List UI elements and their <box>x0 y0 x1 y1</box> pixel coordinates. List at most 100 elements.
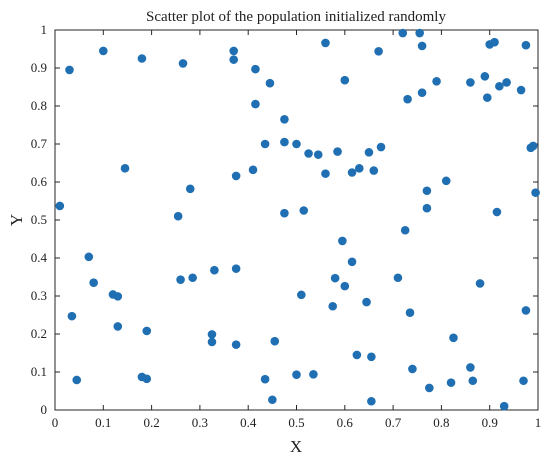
x-tick-label: 0.6 <box>337 415 354 430</box>
scatter-point <box>492 207 502 217</box>
scatter-point <box>231 264 241 273</box>
scatter-point <box>67 311 77 321</box>
scatter-point <box>113 292 123 301</box>
scatter-point <box>398 28 408 38</box>
y-tick-label: 0.3 <box>31 288 47 303</box>
scatter-point <box>251 64 260 74</box>
scatter-point <box>502 78 511 87</box>
scatter-point <box>142 374 152 384</box>
scatter-point <box>176 275 185 284</box>
scatter-point <box>309 369 318 379</box>
scatter-point <box>207 330 217 339</box>
x-tick-label: 0.7 <box>385 415 402 430</box>
x-tick-label: 0 <box>52 415 59 430</box>
scatter-point <box>173 211 183 221</box>
scatter-point <box>304 149 313 158</box>
scatter-point <box>531 188 540 197</box>
scatter-point <box>516 85 526 95</box>
scatter-point <box>340 75 350 85</box>
scatter-point <box>280 115 289 124</box>
scatter-point <box>441 176 451 186</box>
scatter-point <box>340 281 350 291</box>
scatter-point <box>120 164 130 173</box>
scatter-point <box>333 147 342 156</box>
scatter-point <box>260 374 270 384</box>
scatter-point <box>251 99 260 109</box>
x-tick-label: 0.3 <box>192 415 208 430</box>
scatter-point <box>229 46 239 56</box>
y-tick-label: 0.6 <box>31 174 48 189</box>
scatter-point <box>313 150 323 159</box>
scatter-point <box>188 273 197 283</box>
y-tick-label: 0.5 <box>31 212 47 227</box>
scatter-point <box>466 363 475 372</box>
scatter-point <box>330 273 340 283</box>
y-axis-label: Y <box>7 214 26 226</box>
y-tick-label: 1 <box>41 22 48 37</box>
scatter-point <box>369 166 379 175</box>
scatter-point <box>417 88 427 97</box>
scatter-point <box>482 93 492 102</box>
scatter-point <box>137 54 147 63</box>
x-tick-label: 1 <box>535 415 542 430</box>
x-tick-label: 0.2 <box>143 415 159 430</box>
scatter-point <box>292 370 301 379</box>
scatter-point <box>84 252 94 262</box>
scatter-point <box>499 401 509 411</box>
y-tick-label: 0.1 <box>31 364 47 379</box>
scatter-point <box>292 139 301 149</box>
y-axis: 0 0.1 0.2 0.3 0.4 0.5 0.6 0.7 0.8 0.9 1 <box>31 22 538 417</box>
scatter-point <box>415 28 424 38</box>
scatter-point <box>422 203 432 213</box>
scatter-point <box>362 297 371 307</box>
x-tick-label: 0.5 <box>288 415 304 430</box>
scatter-point <box>468 376 478 386</box>
y-tick-label: 0.9 <box>31 60 47 75</box>
scatter-point <box>432 77 441 86</box>
scatter-point <box>425 383 434 393</box>
scatter-point <box>422 186 432 196</box>
scatter-point <box>446 378 456 387</box>
scatter-point <box>178 59 188 68</box>
scatter-point <box>229 55 239 64</box>
scatter-point <box>321 38 330 48</box>
y-tick-label: 0.2 <box>31 326 47 341</box>
scatter-point <box>403 94 412 104</box>
y-tick-label: 0.7 <box>31 136 48 151</box>
scatter-point <box>338 236 347 246</box>
scatter-point <box>72 375 82 385</box>
scatter-point <box>328 301 338 311</box>
y-tick-label: 0.8 <box>31 98 47 113</box>
x-tick-label: 0.1 <box>95 415 111 430</box>
x-axis: 0 0.1 0.2 0.3 0.4 0.5 0.6 0.7 0.8 0.9 1 <box>52 30 542 430</box>
plot-frame <box>54 29 539 411</box>
scatter-point <box>393 273 403 283</box>
scatter-point <box>449 333 458 343</box>
y-tick-label: 0 <box>41 402 48 417</box>
scatter-point <box>297 290 306 300</box>
scatter-point <box>367 352 376 362</box>
scatter-point <box>521 306 531 315</box>
scatter-point <box>231 171 241 181</box>
x-axis-label: X <box>290 437 302 456</box>
scatter-point <box>347 257 357 267</box>
scatter-point <box>408 364 417 374</box>
scatter-point <box>89 278 98 288</box>
scatter-point <box>99 46 108 56</box>
scatter-point <box>260 139 270 149</box>
scatter-point <box>519 376 528 386</box>
scatter-point <box>265 78 275 88</box>
scatter-point <box>210 265 219 275</box>
scatter-point <box>270 336 280 346</box>
scatter-point <box>475 279 485 288</box>
scatter-point <box>528 141 538 151</box>
scatter-point <box>185 184 195 194</box>
scatter-point <box>400 225 410 235</box>
scatter-point <box>207 337 217 347</box>
scatter-point <box>417 41 427 51</box>
scatter-point <box>490 37 499 47</box>
scatter-point <box>280 208 289 218</box>
scatter-point <box>142 326 152 336</box>
scatter-point <box>352 350 362 360</box>
